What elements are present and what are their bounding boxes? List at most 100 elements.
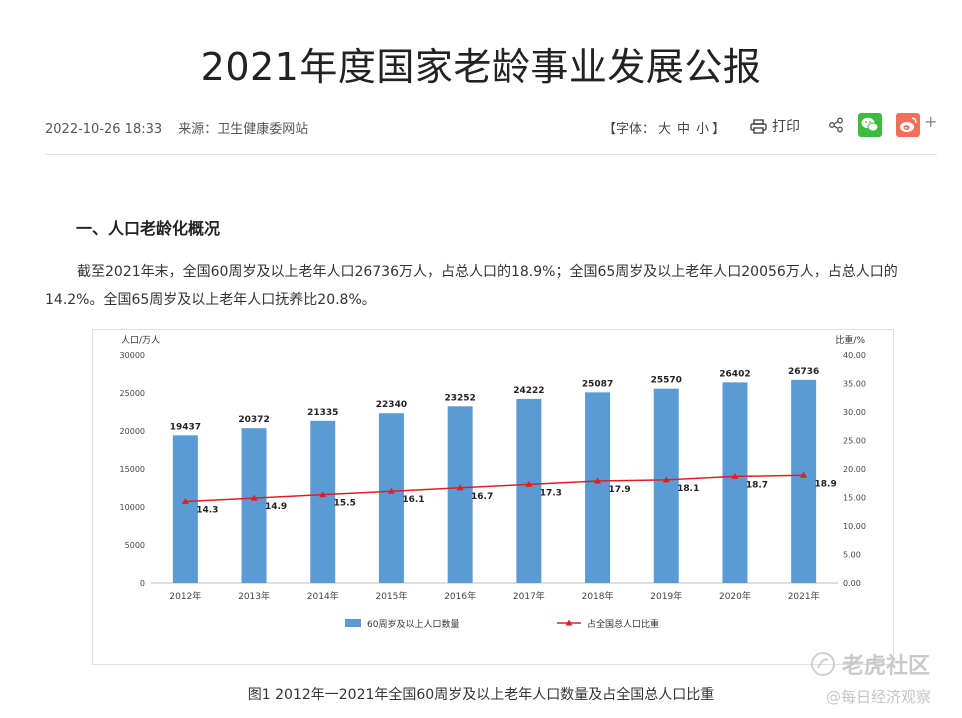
- line-data-label: 18.9: [815, 479, 837, 489]
- bar: [653, 388, 679, 583]
- bar-data-label: 20372: [238, 415, 269, 425]
- line-data-label: 17.3: [540, 488, 562, 498]
- line-marker: [731, 472, 739, 479]
- article-paragraph: 截至2021年末，全国60周岁及以上老年人口26736万人，占总人口的18.9%…: [45, 264, 898, 308]
- article-meta: 2022-10-26 18:33 来源：卫生健康委网站: [45, 118, 320, 137]
- line-data-label: 14.3: [196, 505, 218, 515]
- bar: [310, 420, 336, 583]
- font-label-suffix: 】: [712, 122, 726, 137]
- x-tick-label: 2021年: [788, 590, 820, 602]
- x-tick-label: 2014年: [307, 590, 339, 602]
- more-share-icon[interactable]: +: [924, 112, 938, 131]
- watermark-handle: @每日经济观察: [826, 688, 932, 706]
- share-icon[interactable]: [828, 117, 844, 133]
- y-tick-left: 10000: [120, 503, 145, 512]
- x-tick-label: 2016年: [444, 590, 476, 602]
- wechat-share-button[interactable]: [858, 113, 882, 137]
- bar: [516, 398, 542, 583]
- line-marker: [662, 476, 670, 483]
- bar: [378, 413, 404, 583]
- line-data-label: 14.9: [265, 502, 287, 512]
- printer-icon: [750, 118, 767, 134]
- weibo-icon: [900, 117, 917, 132]
- wechat-icon: [861, 117, 879, 132]
- line-marker: [456, 484, 464, 491]
- legend-marker-line: [565, 619, 573, 626]
- bar-data-label: 21335: [307, 408, 338, 418]
- bar: [585, 392, 611, 583]
- chart-container: 人口/万人 比重/% 0 5000 10000 15000 20000 25000 30000 0…: [92, 329, 894, 665]
- bar: [722, 382, 748, 583]
- y-tick-right: 40.00: [843, 351, 866, 360]
- bar: [791, 379, 817, 583]
- x-tick-label: 2017年: [513, 590, 545, 602]
- bar-data-label: 23252: [444, 393, 475, 403]
- bar-data-label: 26402: [719, 369, 750, 379]
- section-heading: 一、人口老龄化概况: [76, 219, 221, 238]
- line-marker: [800, 471, 808, 478]
- y-tick-right: 0.00: [843, 579, 861, 588]
- bar-data-label: 24222: [513, 386, 544, 396]
- x-tick-label: 2018年: [582, 590, 614, 602]
- x-tick-label: 2012年: [169, 590, 201, 602]
- line-marker: [250, 494, 258, 501]
- y-tick-left: 0: [140, 579, 145, 588]
- y-tick-left: 20000: [120, 427, 145, 436]
- bar-data-label: 25570: [651, 376, 682, 386]
- tiger-logo-icon: [811, 652, 835, 676]
- y-tick-left: 15000: [120, 465, 145, 474]
- weibo-share-button[interactable]: [896, 113, 920, 137]
- y-tick-left: 25000: [120, 389, 145, 398]
- font-size-control: 【字体：大中小】: [603, 118, 725, 137]
- bar: [447, 406, 473, 583]
- line-data-label: 15.5: [334, 499, 356, 509]
- y-tick-right: 5.00: [843, 551, 861, 560]
- line-marker: [181, 497, 189, 504]
- font-label-prefix: 【字体：: [603, 122, 656, 137]
- publish-datetime: 2022-10-26 18:33: [45, 122, 163, 137]
- line-marker: [525, 480, 533, 487]
- y-tick-right: 15.00: [843, 494, 866, 503]
- print-label: 打印: [772, 119, 800, 135]
- y-axis-label-left: 人口/万人: [121, 335, 160, 346]
- y-tick-right: 20.00: [843, 465, 866, 474]
- article-title: 2021年度国家老龄事业发展公报: [200, 45, 762, 89]
- print-button[interactable]: 打印: [750, 116, 800, 136]
- x-tick-label: 2015年: [375, 590, 407, 602]
- y-axis-label-right: 比重/%: [835, 334, 865, 346]
- line-data-label: 18.7: [746, 480, 768, 490]
- source-label: 来源：卫生健康委网站: [178, 122, 309, 137]
- bar-data-label: 22340: [376, 400, 407, 410]
- line-data-label: 18.1: [677, 484, 699, 494]
- watermark-brand: 老虎社区: [810, 648, 930, 680]
- y-tick-right: 10.00: [843, 522, 866, 531]
- line-marker: [319, 491, 327, 498]
- y-tick-right: 30.00: [843, 408, 866, 417]
- font-small-button[interactable]: 小: [696, 122, 710, 137]
- line-marker: [387, 487, 395, 494]
- font-medium-button[interactable]: 中: [677, 122, 691, 137]
- x-tick-label: 2020年: [719, 590, 751, 602]
- figure-caption: 图1 2012年一2021年全国60周岁及以上老年人口数量及占全国总人口比重: [247, 687, 715, 703]
- legend-label-line: 占全国总人口比重: [587, 618, 659, 630]
- y-tick-left: 30000: [120, 351, 145, 360]
- bar-data-label: 19437: [170, 422, 201, 432]
- legend-label-bar: 60周岁及以上人口数量: [367, 618, 459, 630]
- font-large-button[interactable]: 大: [658, 122, 672, 137]
- header-divider: [45, 154, 937, 155]
- line-data-label: 16.1: [402, 495, 424, 505]
- population-chart: 人口/万人 比重/% 0 5000 10000 15000 20000 25000 30000 0…: [120, 334, 866, 630]
- line-data-label: 17.9: [608, 485, 630, 495]
- ratio-line: [185, 474, 804, 503]
- bar-data-label: 25087: [582, 379, 613, 389]
- line-marker: [594, 477, 602, 484]
- watermark-brand-text: 老虎社区: [842, 654, 931, 679]
- legend-swatch-bar: [345, 619, 361, 627]
- bar: [172, 435, 198, 583]
- y-tick-right: 35.00: [843, 380, 866, 389]
- x-tick-label: 2019年: [650, 590, 682, 602]
- y-tick-right: 25.00: [843, 437, 866, 446]
- x-tick-label: 2013年: [238, 590, 270, 602]
- line-data-label: 16.7: [471, 492, 493, 502]
- bar: [241, 428, 267, 583]
